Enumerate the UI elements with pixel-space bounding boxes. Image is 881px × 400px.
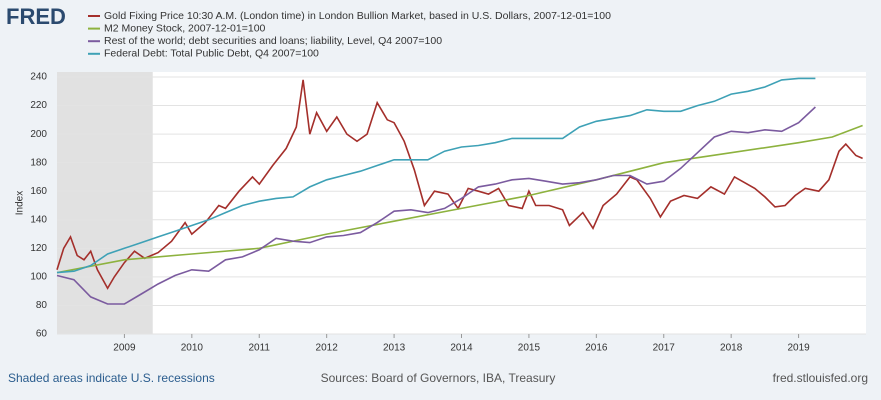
x-tick-label: 2014 <box>450 343 473 354</box>
x-tick-label: 2018 <box>720 343 743 354</box>
y-tick-label: 180 <box>30 157 47 168</box>
legend-label: M2 Money Stock, 2007-12-01=100 <box>104 22 266 34</box>
footer-right: fred.stlouisfed.org <box>773 371 868 385</box>
y-tick-label: 60 <box>36 329 48 340</box>
x-tick-label: 2012 <box>316 343 339 354</box>
y-tick-label: 120 <box>30 243 47 254</box>
x-tick-label: 2013 <box>383 343 406 354</box>
x-tick-label: 2015 <box>518 343 541 354</box>
x-tick-label: 2016 <box>585 343 608 354</box>
y-tick-label: 240 <box>30 72 47 83</box>
y-tick-label: 80 <box>36 300 48 311</box>
x-tick-label: 2019 <box>787 343 810 354</box>
footer-left: Shaded areas indicate U.S. recessions <box>8 371 215 385</box>
y-tick-label: 160 <box>30 186 47 197</box>
y-axis-label: Index <box>15 191 26 215</box>
y-tick-label: 220 <box>30 100 47 111</box>
legend-label: Gold Fixing Price 10:30 A.M. (London tim… <box>104 10 611 22</box>
y-tick-label: 200 <box>30 129 47 140</box>
legend-label: Federal Debt: Total Public Debt, Q4 2007… <box>104 48 319 60</box>
series-line <box>56 77 816 274</box>
legend-label: Rest of the world; debt securities and l… <box>104 35 442 47</box>
logo: FRED <box>6 4 66 29</box>
recession-shade <box>57 72 153 334</box>
x-tick-label: 2017 <box>653 343 676 354</box>
series-line <box>56 106 816 305</box>
footer-center: Sources: Board of Governors, IBA, Treasu… <box>321 371 556 385</box>
x-tick-label: 2009 <box>113 343 136 354</box>
y-tick-label: 100 <box>30 272 47 283</box>
x-tick-label: 2010 <box>181 343 204 354</box>
series-line <box>56 79 863 290</box>
y-tick-label: 140 <box>30 214 47 225</box>
series-line <box>56 124 863 274</box>
x-tick-label: 2011 <box>248 343 270 354</box>
